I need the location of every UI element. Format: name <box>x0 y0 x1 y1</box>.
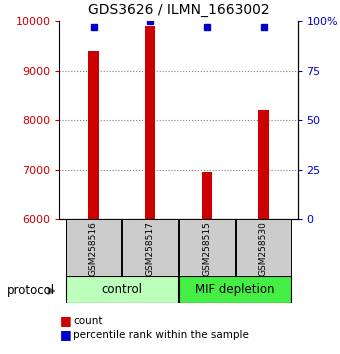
Text: control: control <box>101 283 142 296</box>
Bar <box>236 219 291 278</box>
Text: protocol: protocol <box>7 285 55 297</box>
Text: ■: ■ <box>59 328 71 341</box>
Title: GDS3626 / ILMN_1663002: GDS3626 / ILMN_1663002 <box>88 4 269 17</box>
Text: GSM258517: GSM258517 <box>146 221 155 276</box>
Text: MIF depletion: MIF depletion <box>195 283 275 296</box>
Bar <box>202 172 212 219</box>
Text: GSM258516: GSM258516 <box>89 221 98 276</box>
Bar <box>179 276 291 303</box>
Bar <box>122 219 178 278</box>
Text: GSM258530: GSM258530 <box>259 221 268 276</box>
Bar <box>145 26 155 219</box>
Bar <box>66 219 121 278</box>
Text: percentile rank within the sample: percentile rank within the sample <box>73 330 249 340</box>
Text: ■: ■ <box>59 314 71 327</box>
Bar <box>88 51 99 219</box>
Bar <box>258 110 269 219</box>
Text: count: count <box>73 316 103 326</box>
Bar <box>66 276 178 303</box>
Bar <box>179 219 235 278</box>
Text: GSM258515: GSM258515 <box>202 221 211 276</box>
